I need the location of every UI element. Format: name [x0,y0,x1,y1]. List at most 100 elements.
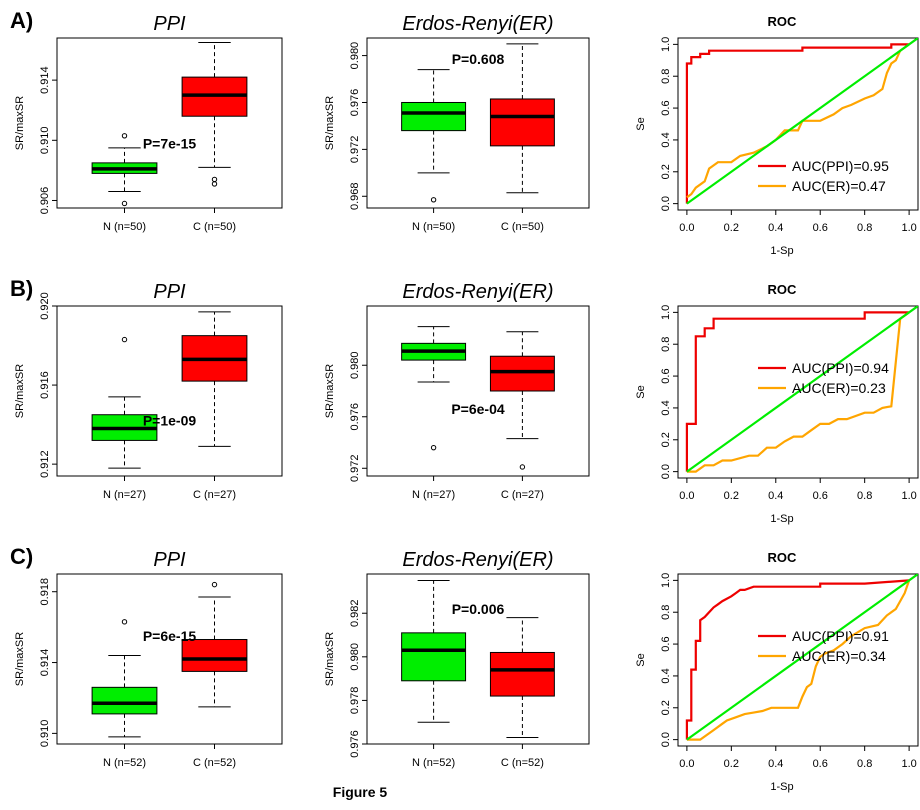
panel-letter: C) [10,544,33,569]
x-tick-label: N (n=50) [103,221,146,233]
plot-frame [366,573,590,745]
y-axis-label: SR/maxSR [14,364,26,418]
x-tick-label: 0.2 [724,758,739,770]
outlier-point [211,181,218,187]
outlier-point [121,200,128,207]
panel-2-3: ROC 0.0 0.0 0.2 0.2 0.4 0.4 0.6 0.6 0.8 0.8 1.0 1.0 1… [635,282,919,525]
x-tick-label: 0.0 [679,758,694,770]
y-tick-label: 0.914 [39,649,51,677]
plot-frame [677,573,919,747]
x-tick-label: 1.0 [901,490,916,502]
box-normal [401,632,467,682]
legend-entry: AUC(ER)=0.23 [792,380,886,396]
y-tick-label: 0.4 [660,132,672,147]
x-tick-label: C (n=27) [501,489,544,501]
legend-entry: AUC(PPI)=0.95 [792,158,889,174]
x-tick-label: 0.4 [768,490,783,502]
box-cancer [181,639,248,672]
y-tick-label: 0.2 [660,700,672,715]
y-tick-label: 0.6 [660,636,672,651]
box-cancer [489,355,555,392]
panel-title: PPI [153,13,186,35]
y-tick-label: 0.2 [660,164,672,179]
outlier-point [430,197,437,203]
x-axis-label: 1-Sp [770,781,793,793]
x-tick-label: C (n=50) [193,221,236,233]
panel-3-2: Erdos-Renyi(ER) 0.976 0.978 0.980 0.982 SR/ma… [324,549,590,769]
x-tick-label: 0.2 [724,490,739,502]
x-tick-label: 0.8 [857,222,872,234]
plot-frame [56,37,283,209]
x-tick-label: 0.6 [813,222,828,234]
y-tick-label: 0.4 [660,400,672,415]
box-normal [401,101,467,132]
roc-curve-ppi [685,579,910,740]
p-value-label: P=0.006 [452,601,505,617]
y-tick-label: 1.0 [660,573,672,588]
y-axis-label: SR/maxSR [324,96,336,150]
y-axis-label: Se [635,385,647,398]
legend-entry: AUC(PPI)=0.94 [792,360,889,376]
x-tick-label: 0.8 [857,490,872,502]
x-tick-label: N (n=52) [412,757,455,769]
y-tick-label: 0.968 [349,183,361,211]
y-tick-label: 0.0 [660,732,672,747]
y-tick-label: 0.982 [349,599,361,627]
roc-curve-er [686,43,910,199]
outlier-point [211,581,218,588]
plot-frame [366,37,590,209]
diagonal-reference-line [686,38,918,205]
y-axis-label: Se [635,117,647,130]
box-cancer [489,651,555,697]
y-tick-label: 0.914 [39,66,51,94]
y-axis-label: SR/maxSR [14,632,26,686]
y-axis-label: SR/maxSR [324,364,336,418]
y-tick-label: 0.916 [39,371,51,399]
panel-title: PPI [153,549,186,571]
y-tick-label: 0.910 [39,127,51,155]
x-tick-label: N (n=27) [103,489,146,501]
legend-entry: AUC(PPI)=0.91 [792,628,889,644]
x-tick-label: 0.4 [768,222,783,234]
y-tick-label: 0.6 [660,100,672,115]
plot-frame [366,305,590,477]
x-tick-label: 0.2 [724,222,739,234]
y-tick-label: 0.910 [39,720,51,748]
x-tick-label: C (n=27) [193,489,236,501]
panel-title: ROC [768,550,798,565]
plot-grid: A) PPI 0.906 0.910 0.914 SR/maxSR N (n=50) C (n… [10,8,919,793]
y-tick-label: 0.4 [660,668,672,683]
x-tick-label: 0.0 [679,222,694,234]
panel-2-1: B) PPI 0.912 0.916 0.920 SR/maxSR N (n=27) C (n… [10,276,283,501]
x-tick-label: 0.4 [768,758,783,770]
x-tick-label: C (n=50) [501,221,544,233]
plot-frame [677,37,919,211]
x-tick-label: C (n=52) [501,757,544,769]
x-tick-label: N (n=27) [412,489,455,501]
x-axis-label: 1-Sp [770,513,793,525]
y-tick-label: 0.0 [660,464,672,479]
panel-title: Erdos-Renyi(ER) [402,281,553,303]
y-tick-label: 0.2 [660,432,672,447]
x-tick-label: 1.0 [901,222,916,234]
y-tick-label: 0.972 [349,136,361,164]
x-tick-label: C (n=52) [193,757,236,769]
outlier-point [211,176,218,183]
panel-title: PPI [153,281,186,303]
roc-curve-ppi [685,43,910,204]
y-tick-label: 0.976 [349,730,361,758]
roc-curve-er [686,580,911,741]
plot-frame [56,573,283,745]
p-value-label: P=7e-15 [143,135,197,151]
outlier-point [121,133,128,139]
y-tick-label: 0.906 [39,187,51,215]
p-value-label: P=0.608 [452,51,505,67]
y-axis-label: SR/maxSR [324,632,336,686]
diagonal-reference-line [686,306,918,473]
diagonal-reference-line [686,574,918,741]
y-tick-label: 1.0 [660,37,672,52]
y-tick-label: 0.980 [349,351,361,379]
y-tick-label: 0.0 [660,196,672,211]
legend-entry: AUC(ER)=0.47 [792,178,886,194]
